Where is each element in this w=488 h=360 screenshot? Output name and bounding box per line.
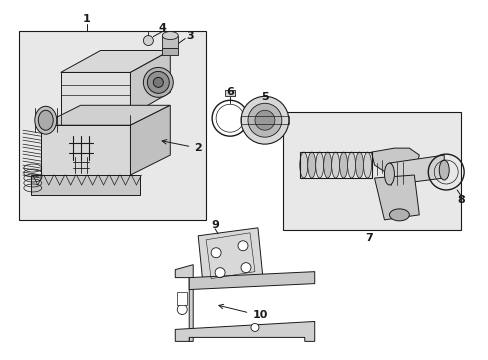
Circle shape [177,305,187,315]
Circle shape [238,241,247,251]
Ellipse shape [323,152,331,178]
Ellipse shape [307,152,315,178]
Ellipse shape [384,163,394,185]
Text: 5: 5 [261,92,268,102]
Text: 8: 8 [456,195,464,205]
Bar [19,31,206,220]
Ellipse shape [153,77,163,87]
Polygon shape [175,321,314,341]
Ellipse shape [363,152,371,178]
Circle shape [215,268,224,278]
Polygon shape [41,125,130,175]
Polygon shape [388,155,443,185]
Polygon shape [162,36,178,48]
Polygon shape [371,148,419,178]
Polygon shape [41,105,170,125]
Ellipse shape [147,71,169,93]
Ellipse shape [388,209,408,221]
Text: 6: 6 [225,87,234,97]
Polygon shape [130,50,170,115]
Polygon shape [177,292,187,305]
Text: 9: 9 [211,220,219,230]
Polygon shape [130,105,170,175]
Text: 4: 4 [158,23,166,33]
Text: 3: 3 [186,31,194,41]
Polygon shape [175,265,193,341]
Polygon shape [189,272,314,289]
Ellipse shape [347,152,355,178]
Circle shape [143,36,153,45]
Text: 10: 10 [219,304,267,320]
Circle shape [241,263,250,273]
Ellipse shape [143,67,173,97]
Ellipse shape [35,106,57,134]
Circle shape [247,103,281,137]
Polygon shape [374,175,419,220]
Circle shape [211,248,221,258]
Text: 1: 1 [82,14,90,24]
Ellipse shape [331,152,339,178]
Ellipse shape [162,32,178,40]
Ellipse shape [38,110,53,130]
Polygon shape [162,48,178,55]
Ellipse shape [299,152,307,178]
Text: 2: 2 [162,140,202,153]
Polygon shape [198,228,263,285]
Polygon shape [61,72,130,115]
Circle shape [250,323,259,332]
Ellipse shape [315,152,323,178]
Bar [282,112,460,230]
Circle shape [241,96,288,144]
Polygon shape [31,175,140,195]
Polygon shape [61,50,170,72]
Ellipse shape [355,152,363,178]
Ellipse shape [438,160,448,180]
Circle shape [254,110,274,130]
Polygon shape [224,90,235,96]
Text: 7: 7 [365,233,373,243]
Ellipse shape [339,152,347,178]
